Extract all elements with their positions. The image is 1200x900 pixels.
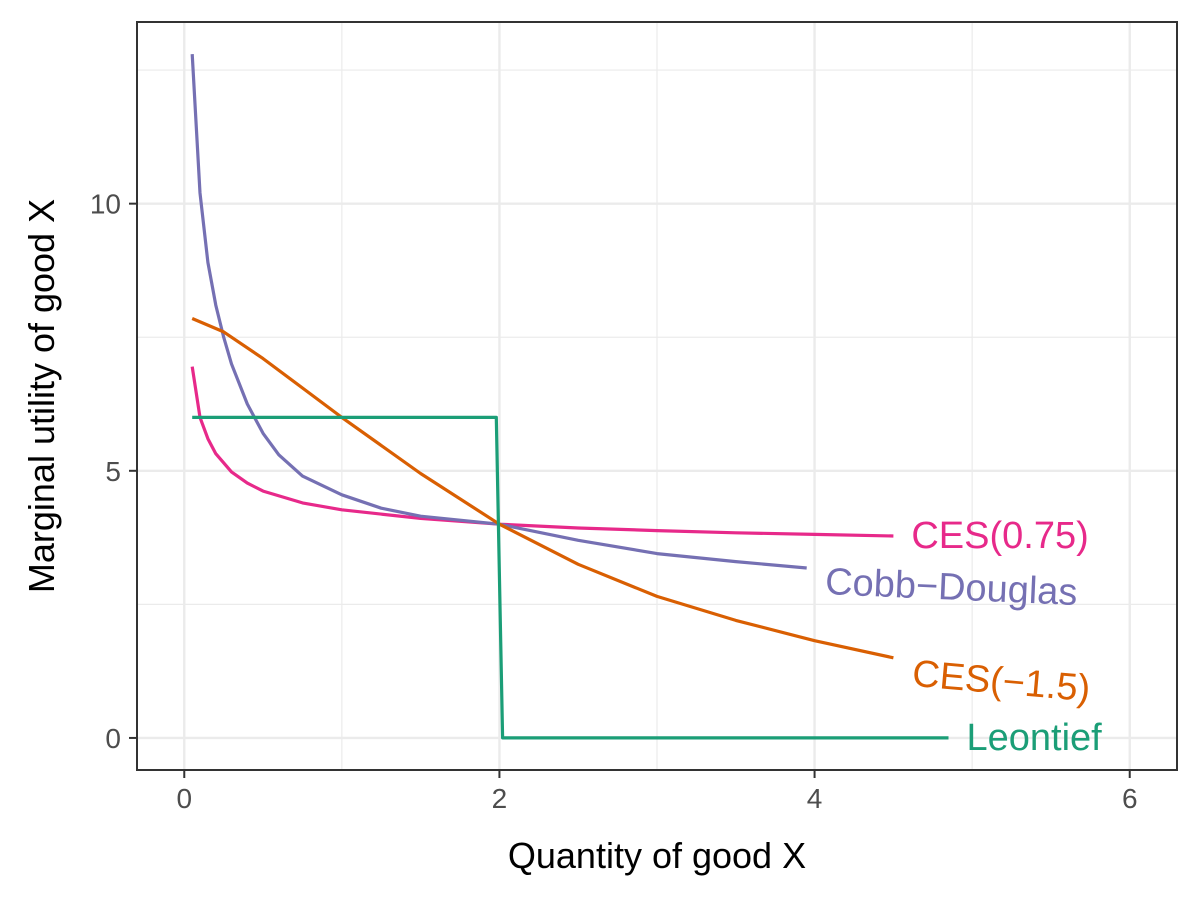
series-label-0: CES(0.75) (911, 515, 1088, 557)
series-line-3 (192, 415, 949, 740)
x-tick-label: 0 (176, 783, 192, 814)
y-axis-title: Marginal utility of good X (21, 199, 62, 593)
series-line-0 (190, 366, 894, 538)
y-tick-label: 0 (105, 723, 121, 754)
series-lines (190, 54, 949, 740)
series-line-2 (191, 317, 894, 660)
y-tick-label: 10 (90, 189, 121, 220)
panel-border (136, 21, 1178, 771)
x-tick-label: 4 (807, 783, 823, 814)
x-tick-label: 2 (492, 783, 508, 814)
x-axis-title: Quantity of good X (508, 835, 806, 876)
x-tick-label: 6 (1122, 783, 1138, 814)
y-tick-label: 5 (105, 456, 121, 487)
axis-ticks: 0 2 4 6 0 5 10 (90, 189, 1138, 814)
series-label-3: Leontief (967, 717, 1103, 759)
series-line-1 (190, 54, 807, 570)
